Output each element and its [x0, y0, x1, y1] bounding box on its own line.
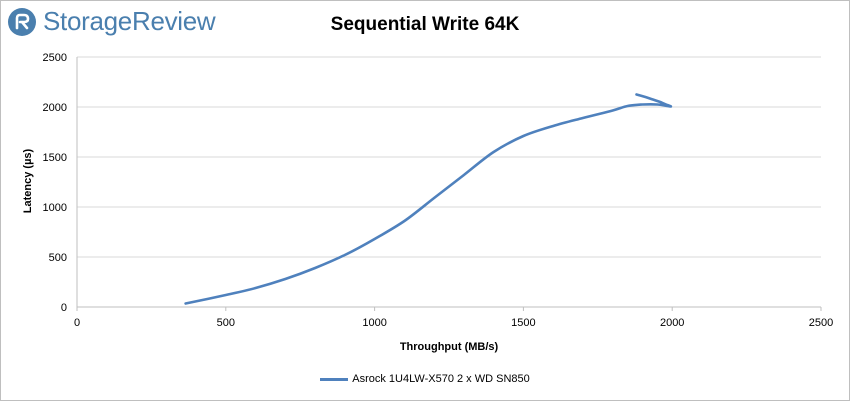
y-tick-labels: 0 500 1000 1500 2000 2500 — [43, 52, 67, 314]
y-tick-2: 1000 — [43, 202, 67, 214]
legend-swatch — [320, 377, 349, 381]
x-tick-4: 2000 — [660, 317, 684, 329]
storagereview-logo-icon — [8, 7, 36, 36]
x-tick-5: 2500 — [809, 317, 833, 329]
y-tick-0: 0 — [61, 302, 67, 314]
logo: StorageReview — [7, 6, 216, 37]
legend: Asrock 1U4LW-X570 2 x WD SN850 — [1, 373, 849, 385]
logo-text: StorageReview — [43, 6, 216, 36]
y-axis-title: Latency (µs) — [22, 148, 34, 213]
x-axis-title: Throughput (MB/s) — [400, 341, 499, 353]
series-layer — [184, 93, 673, 305]
x-tick-2: 1000 — [362, 317, 386, 329]
y-tick-1: 500 — [49, 252, 67, 264]
series-line-0 — [184, 93, 673, 305]
x-tick-3: 1500 — [511, 317, 535, 329]
y-tick-5: 2500 — [43, 52, 67, 64]
y-tick-4: 2000 — [43, 102, 67, 114]
x-tick-1: 500 — [217, 317, 235, 329]
x-tick-0: 0 — [74, 317, 80, 329]
chart-title: Sequential Write 64K — [330, 14, 520, 35]
x-tick-labels: 0 500 1000 1500 2000 2500 — [74, 317, 833, 329]
legend-label: Asrock 1U4LW-X570 2 x WD SN850 — [352, 373, 530, 385]
gridlines — [76, 56, 822, 311]
y-tick-3: 1500 — [43, 152, 67, 164]
